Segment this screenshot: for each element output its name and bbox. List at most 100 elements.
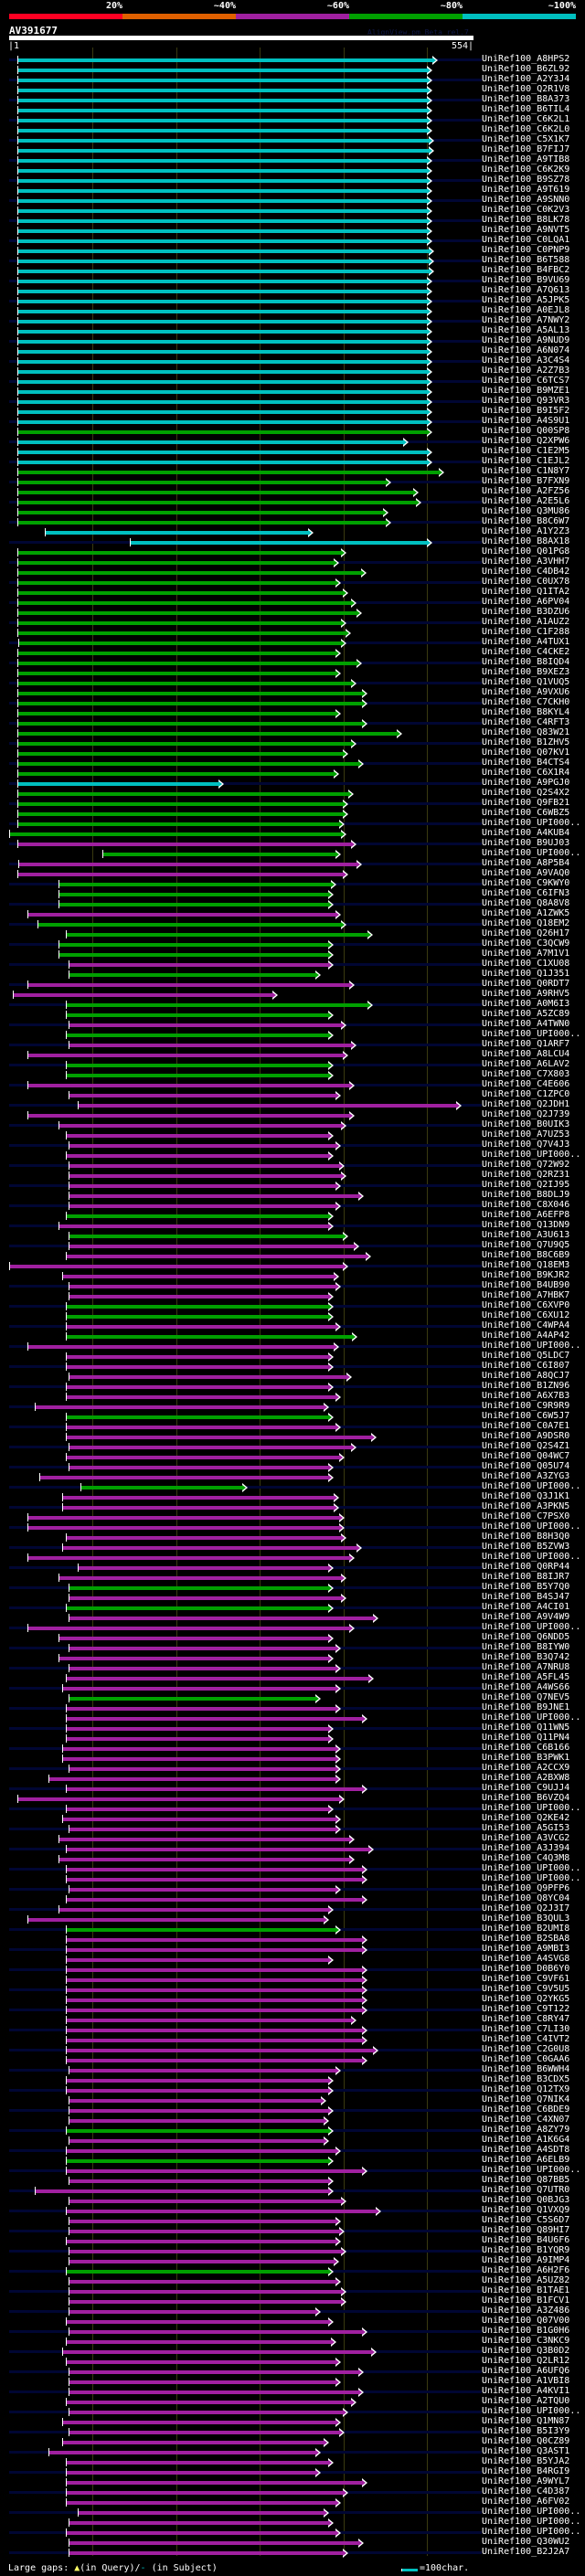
hit-bar[interactable] — [17, 873, 344, 876]
hit-bar[interactable] — [65, 2360, 336, 2364]
hit-bar[interactable] — [17, 249, 430, 253]
hit-label[interactable]: UniRef100_Q7NEV5 — [482, 1692, 570, 1702]
hit-label[interactable]: UniRef100_A2FZ56 — [482, 486, 570, 496]
alignment-row[interactable]: UniRef100_C0LQA1 — [0, 235, 585, 246]
alignment-row[interactable]: UniRef100_Q1J351 — [0, 969, 585, 980]
alignment-row[interactable]: UniRef100_C8RY47 — [0, 2014, 585, 2025]
hit-bar[interactable] — [65, 2079, 329, 2083]
alignment-row[interactable]: UniRef100_C7X803 — [0, 1069, 585, 1080]
hit-label[interactable]: UniRef100_C8X046 — [482, 1200, 570, 1210]
alignment-row[interactable]: UniRef100_B2SBA8 — [0, 1934, 585, 1945]
alignment-row[interactable]: UniRef100_B6T588 — [0, 255, 585, 266]
hit-bar[interactable] — [62, 1275, 334, 1278]
hit-bar[interactable] — [17, 229, 427, 233]
hit-label[interactable]: UniRef100_C0GAA6 — [482, 2054, 570, 2064]
hit-label[interactable]: UniRef100_Q05U74 — [482, 1461, 570, 1471]
hit-bar[interactable] — [68, 2260, 334, 2263]
hit-label[interactable]: UniRef100_C9V5U5 — [482, 1984, 570, 1994]
hit-bar[interactable] — [17, 260, 430, 263]
hit-bar[interactable] — [68, 2551, 344, 2555]
hit-bar[interactable] — [17, 712, 336, 716]
hit-bar[interactable] — [65, 2029, 362, 2032]
hit-bar[interactable] — [68, 1184, 336, 1188]
hit-label[interactable]: UniRef100_A6H2F6 — [482, 2265, 570, 2275]
hit-bar[interactable] — [62, 2441, 324, 2444]
alignment-row[interactable]: UniRef100_Q2S4Z1 — [0, 1441, 585, 1452]
hit-label[interactable]: UniRef100_B6WWH4 — [482, 2064, 570, 2074]
hit-label[interactable]: UniRef100_Q2KE42 — [482, 1813, 570, 1823]
hit-bar[interactable] — [65, 1878, 362, 1882]
hit-bar[interactable] — [58, 943, 329, 947]
alignment-row[interactable]: UniRef100_B9JNE1 — [0, 1702, 585, 1713]
hit-label[interactable]: UniRef100_B5I3Y9 — [482, 2426, 570, 2436]
hit-label[interactable]: UniRef100_C9VF61 — [482, 1974, 570, 1984]
alignment-row[interactable]: UniRef100_Q1ITA2 — [0, 587, 585, 598]
hit-label[interactable]: UniRef100_UPI000.. — [482, 1150, 581, 1160]
hit-label[interactable]: UniRef100_Q18EM3 — [482, 1260, 570, 1270]
hit-bar[interactable] — [77, 1104, 456, 1108]
hit-label[interactable]: UniRef100_UPI000.. — [482, 2406, 581, 2416]
hit-bar[interactable] — [65, 1436, 372, 1439]
hit-label[interactable]: UniRef100_B9UJ03 — [482, 838, 570, 848]
hit-label[interactable]: UniRef100_C3QCW9 — [482, 938, 570, 949]
alignment-row[interactable]: UniRef100_A9WYL7 — [0, 2476, 585, 2487]
hit-bar[interactable] — [17, 119, 427, 122]
alignment-row[interactable]: UniRef100_A7UZ53 — [0, 1129, 585, 1140]
hit-label[interactable]: UniRef100_Q7U9Q5 — [482, 1240, 570, 1250]
hit-bar[interactable] — [65, 1134, 329, 1138]
hit-label[interactable]: UniRef100_B8C6B9 — [482, 1250, 570, 1260]
hit-label[interactable]: UniRef100_C7X803 — [482, 1069, 570, 1079]
alignment-row[interactable]: UniRef100_Q1ARF7 — [0, 1039, 585, 1050]
hit-bar[interactable] — [68, 1144, 336, 1148]
hit-bar[interactable] — [17, 471, 439, 474]
hit-label[interactable]: UniRef100_A5FL45 — [482, 1672, 570, 1682]
alignment-row[interactable]: UniRef100_A5AL13 — [0, 325, 585, 336]
hit-label[interactable]: UniRef100_A4SVG8 — [482, 1954, 570, 1964]
alignment-row[interactable]: UniRef100_Q07V00 — [0, 2316, 585, 2327]
hit-bar[interactable] — [58, 1224, 329, 1228]
hit-label[interactable]: UniRef100_A0M6I3 — [482, 999, 570, 1009]
hit-bar[interactable] — [27, 913, 336, 917]
hit-bar[interactable] — [35, 2189, 329, 2193]
hit-label[interactable]: UniRef100_B1G0H6 — [482, 2326, 570, 2336]
alignment-row[interactable]: UniRef100_C6K2K9 — [0, 164, 585, 175]
alignment-row[interactable]: UniRef100_UPI000.. — [0, 1712, 585, 1723]
hit-label[interactable]: UniRef100_A9VXU6 — [482, 687, 570, 697]
hit-bar[interactable] — [17, 209, 427, 213]
alignment-row[interactable]: UniRef100_A4TWN0 — [0, 1019, 585, 1030]
hit-bar[interactable] — [27, 1918, 324, 1922]
hit-label[interactable]: UniRef100_B8KYL4 — [482, 707, 570, 717]
alignment-row[interactable]: UniRef100_B8KYL4 — [0, 707, 585, 718]
hit-bar[interactable] — [17, 822, 340, 826]
hit-bar[interactable] — [77, 2511, 324, 2515]
hit-label[interactable]: UniRef100_A1Y2Z3 — [482, 526, 570, 536]
alignment-row[interactable]: UniRef100_Q9PFP6 — [0, 1883, 585, 1894]
hit-label[interactable]: UniRef100_A3PKN5 — [482, 1501, 570, 1511]
hit-label[interactable]: UniRef100_C3NKC9 — [482, 2336, 570, 2346]
alignment-row[interactable]: UniRef100_A1Y2Z3 — [0, 526, 585, 537]
hit-label[interactable]: UniRef100_A3J394 — [482, 1843, 570, 1853]
hit-label[interactable]: UniRef100_A3VCG2 — [482, 1833, 570, 1843]
hit-label[interactable]: UniRef100_B7FXN9 — [482, 476, 570, 486]
alignment-row[interactable]: UniRef100_B4RGI9 — [0, 2466, 585, 2477]
hit-label[interactable]: UniRef100_C6IFN3 — [482, 888, 570, 898]
hit-bar[interactable] — [68, 2230, 339, 2233]
hit-bar[interactable] — [17, 199, 427, 203]
hit-label[interactable]: UniRef100_C7LI30 — [482, 2024, 570, 2034]
hit-bar[interactable] — [65, 1938, 362, 1942]
alignment-row[interactable]: UniRef100_A9V4W9 — [0, 1612, 585, 1623]
hit-bar[interactable] — [65, 2501, 336, 2505]
hit-bar[interactable] — [68, 1466, 329, 1469]
alignment-row[interactable]: UniRef100_A3J394 — [0, 1843, 585, 1854]
alignment-row[interactable]: UniRef100_A6UFQ6 — [0, 2366, 585, 2377]
hit-label[interactable]: UniRef100_UPI000.. — [482, 1552, 581, 1562]
hit-label[interactable]: UniRef100_A5GI53 — [482, 1823, 570, 1833]
hit-label[interactable]: UniRef100_UPI000.. — [482, 1341, 581, 1351]
hit-bar[interactable] — [65, 1727, 329, 1731]
hit-bar[interactable] — [62, 2350, 372, 2354]
hit-label[interactable]: UniRef100_B1TAE1 — [482, 2285, 570, 2295]
hit-bar[interactable] — [17, 290, 427, 293]
hit-label[interactable]: UniRef100_B6T588 — [482, 255, 570, 265]
alignment-row[interactable]: UniRef100_A6FV02 — [0, 2496, 585, 2507]
hit-bar[interactable] — [17, 491, 413, 494]
